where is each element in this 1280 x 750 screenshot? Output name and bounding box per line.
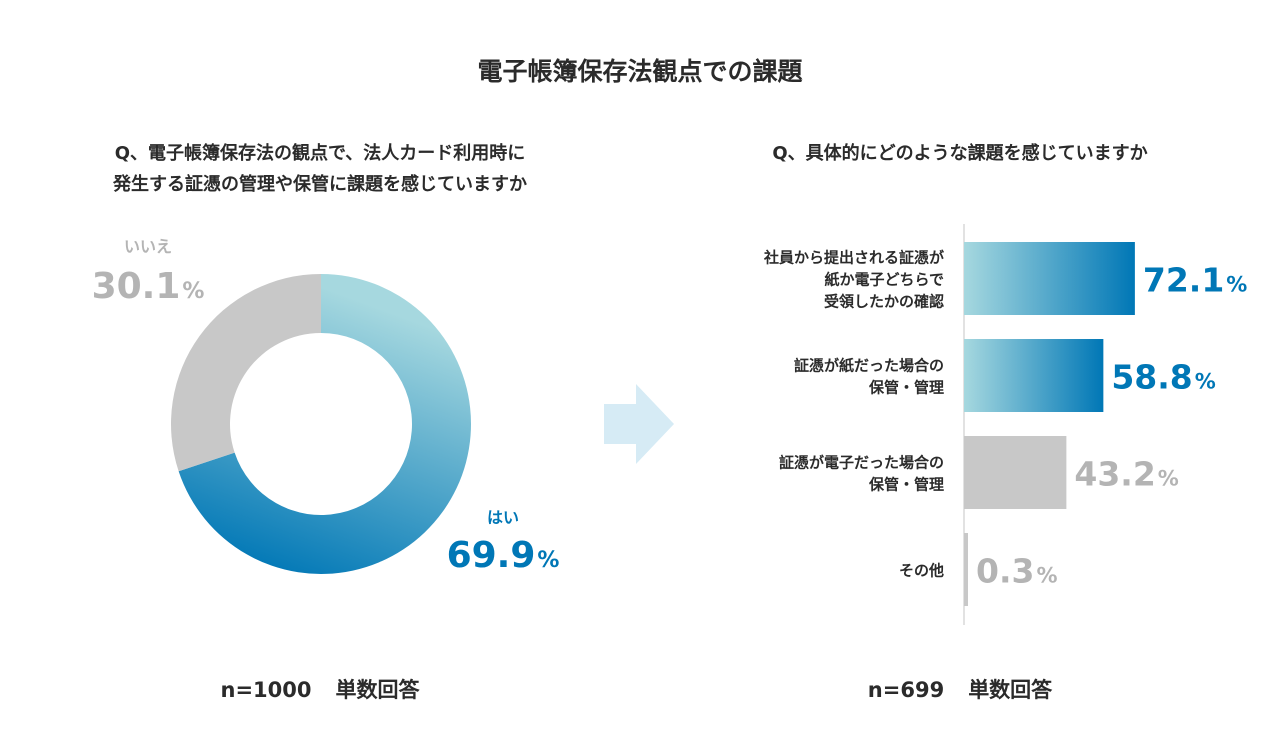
bar-0 [964, 242, 1135, 315]
donut-label-0: はい [487, 508, 519, 527]
bar-1 [964, 339, 1104, 412]
bar-2 [964, 436, 1067, 509]
bar-chart: 社員から提出される証憑が紙か電子どちらで受領したかの確認 72.1% 証憑が紙だった… [763, 224, 1247, 625]
left-footnote: n=1000 単数回答 [100, 674, 540, 704]
right-sample-size: n=699 [867, 678, 945, 702]
left-question-line2: 発生する証憑の管理や保管に課題を感じていますか [113, 174, 527, 195]
left-question: Q、電子帳簿保存法の観点で、法人カード利用時に 発生する証憑の管理や保管に課題を… [60, 138, 580, 200]
left-question-line1: Q、電子帳簿保存法の観点で、法人カード利用時に [114, 143, 526, 164]
bar-value-3: 0.3% [976, 552, 1058, 591]
donut-value-0: 69.9% [447, 535, 560, 576]
bar-value-2: 43.2% [1074, 455, 1178, 494]
donut-slice-1 [170, 274, 321, 472]
bar-category-2: 証憑が電子だった場合の保管・管理 [779, 454, 944, 494]
bar-3 [964, 533, 968, 606]
donut-chart: はい 69.9% いいえ 30.1% [92, 237, 560, 576]
right-question: Q、具体的にどのような課題を感じていますか [772, 143, 1148, 164]
right-answer-type: 単数回答 [968, 678, 1053, 702]
right-footnote: n=699 単数回答 [740, 674, 1180, 704]
left-answer-type: 単数回答 [335, 678, 420, 702]
donut-slice-0 [178, 274, 472, 574]
left-sample-size: n=1000 [220, 678, 312, 702]
bar-value-1: 58.8% [1111, 358, 1215, 397]
bar-category-1: 証憑が紙だった場合の保管・管理 [794, 357, 944, 397]
arrow-icon [604, 384, 674, 464]
donut-value-1: 30.1% [92, 266, 205, 307]
page-title: 電子帳簿保存法観点での課題 [477, 57, 803, 86]
bar-category-0: 社員から提出される証憑が紙か電子どちらで受領したかの確認 [763, 249, 945, 311]
donut-label-1: いいえ [124, 237, 172, 256]
bar-value-0: 72.1% [1143, 261, 1247, 300]
bar-category-3: その他 [899, 562, 944, 580]
